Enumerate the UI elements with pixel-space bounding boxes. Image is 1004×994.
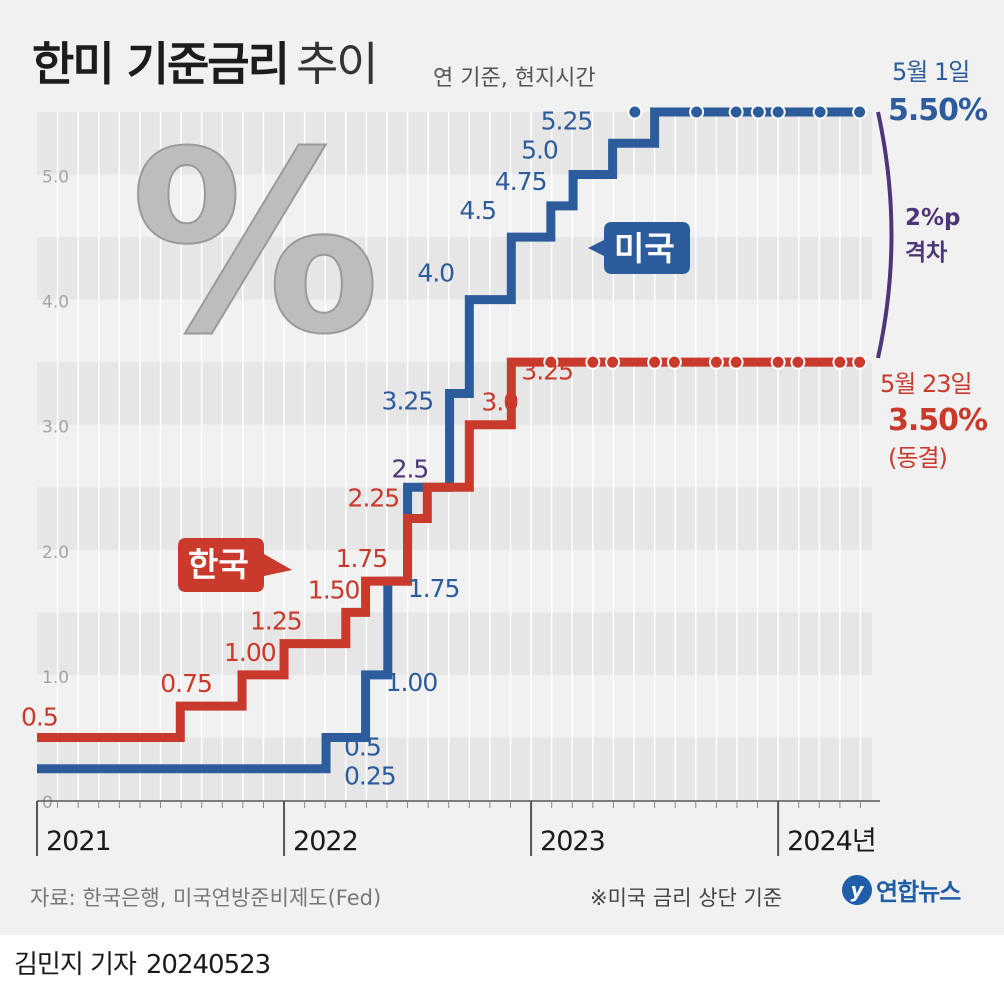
data-label-us: 4.75 xyxy=(495,167,547,196)
data-label-us: 4.0 xyxy=(417,259,454,288)
page-subtitle: 연 기준, 현지시간 xyxy=(433,66,596,91)
korea-end-note: (동결) xyxy=(888,444,947,472)
chart-band xyxy=(37,237,872,300)
data-label-us: 1.75 xyxy=(408,574,460,603)
data-labels: 0.250.51.001.752.53.254.04.54.755.05.250… xyxy=(21,106,593,791)
gap-annotation-line1: 2%p xyxy=(905,205,961,231)
data-label-korea: 1.25 xyxy=(250,607,302,636)
x-tick-label: 2023 xyxy=(540,826,605,857)
callout-label-korea: 한국 xyxy=(188,545,249,584)
series-marker-us xyxy=(728,104,744,120)
y-tick-label: 5.0 xyxy=(42,168,69,188)
data-label-us: 0.25 xyxy=(344,762,396,791)
logo-text: 연합뉴스 xyxy=(876,878,961,906)
series-marker-korea xyxy=(605,354,621,370)
data-label-us: 0.5 xyxy=(344,732,381,761)
data-label-korea: 0.5 xyxy=(21,702,58,731)
publish-date: 20240523 xyxy=(145,950,271,980)
x-axis: 2021 2022 2023 2024년 xyxy=(36,800,880,857)
series-marker-us xyxy=(627,104,643,120)
page-title: 한미 기준금리 추이 xyxy=(32,28,379,94)
series-marker-korea xyxy=(832,354,848,370)
x-tick-label: 2022 xyxy=(293,826,358,857)
series-marker-korea xyxy=(708,354,724,370)
series-marker-us xyxy=(770,104,786,120)
series-marker-korea xyxy=(647,354,663,370)
y-tick-label: 1.0 xyxy=(42,668,69,688)
chart-band xyxy=(37,487,872,550)
y-tick-label: 4.0 xyxy=(42,293,69,313)
end-labels: 2%p 격차 5월 1일 5.50% 5월 23일 3.50% (동결) xyxy=(876,58,989,472)
data-label-korea: 0.75 xyxy=(160,669,212,698)
data-label-korea: 1.50 xyxy=(308,575,360,604)
us-end-date: 5월 1일 xyxy=(892,58,969,86)
series-marker-korea xyxy=(790,354,806,370)
series-marker-us xyxy=(750,104,766,120)
data-label-us: 5.25 xyxy=(541,106,593,135)
series-marker-korea xyxy=(770,354,786,370)
series-marker-korea xyxy=(585,354,601,370)
callout-label-us: 미국 xyxy=(614,229,675,268)
series-marker-korea xyxy=(852,354,868,370)
series-marker-korea xyxy=(728,354,744,370)
series-marker-korea xyxy=(666,354,682,370)
vertical-gridlines xyxy=(56,112,862,800)
data-label-korea: 1.75 xyxy=(336,544,388,573)
series-marker-us xyxy=(689,104,705,120)
data-label-us: 5.0 xyxy=(521,136,558,165)
data-label-korea: 1.00 xyxy=(224,638,276,667)
callout-bubble-korea xyxy=(178,538,292,592)
byline: 김민지 기자 20240523 xyxy=(14,944,271,981)
us-end-value: 5.50% xyxy=(888,93,988,128)
series-line-korea xyxy=(37,357,860,742)
rate-chart: % 0 1.0 2.0 3.0 4.0 5.0 2021 2022 2023 2024년 0.2… xyxy=(21,58,989,857)
title-bold: 한미 기준금리 xyxy=(32,37,290,91)
yonhap-logo-icon: y xyxy=(842,874,872,905)
data-label-us: 3.25 xyxy=(382,386,434,415)
series-layer xyxy=(37,104,868,774)
reporter-name: 김민지 기자 xyxy=(14,950,137,980)
x-tick-label: 2024년 xyxy=(787,826,876,857)
korea-end-date: 5월 23일 xyxy=(880,370,972,398)
data-label-us: 1.00 xyxy=(386,668,438,697)
y-tick-label: 3.0 xyxy=(42,418,69,438)
data-label-us: 4.5 xyxy=(459,196,496,225)
y-tick-label: 0 xyxy=(42,793,53,813)
series-marker-korea xyxy=(543,354,559,370)
y-tick-label: 2.0 xyxy=(42,543,69,563)
percent-decoration-icon: % xyxy=(130,98,381,389)
source-text: 자료: 한국은행, 미국연방준비제도(Fed) xyxy=(30,886,382,910)
data-label-korea: 2.25 xyxy=(348,484,400,513)
data-label-us: 2.5 xyxy=(392,454,429,483)
y-axis-ticks: 0 1.0 2.0 3.0 4.0 5.0 xyxy=(42,168,69,813)
yonhap-logo: y 연합뉴스 xyxy=(842,872,961,907)
callout-bubble-us xyxy=(588,222,690,274)
title-light: 추이 xyxy=(295,37,379,91)
data-label-korea: 3.0 xyxy=(481,388,518,417)
chart-band xyxy=(37,112,872,175)
gap-annotation-line2: 격차 xyxy=(905,240,947,266)
chart-band xyxy=(37,612,872,675)
korea-end-value: 3.50% xyxy=(888,403,988,438)
series-line-us xyxy=(37,107,860,774)
data-label-korea: 3.25 xyxy=(521,356,573,385)
x-tick-label: 2021 xyxy=(46,826,111,857)
gap-bracket xyxy=(876,111,894,359)
series-marker-us xyxy=(812,104,828,120)
footnote-text: ※미국 금리 상단 기준 xyxy=(590,886,783,910)
series-marker-us xyxy=(852,104,868,120)
